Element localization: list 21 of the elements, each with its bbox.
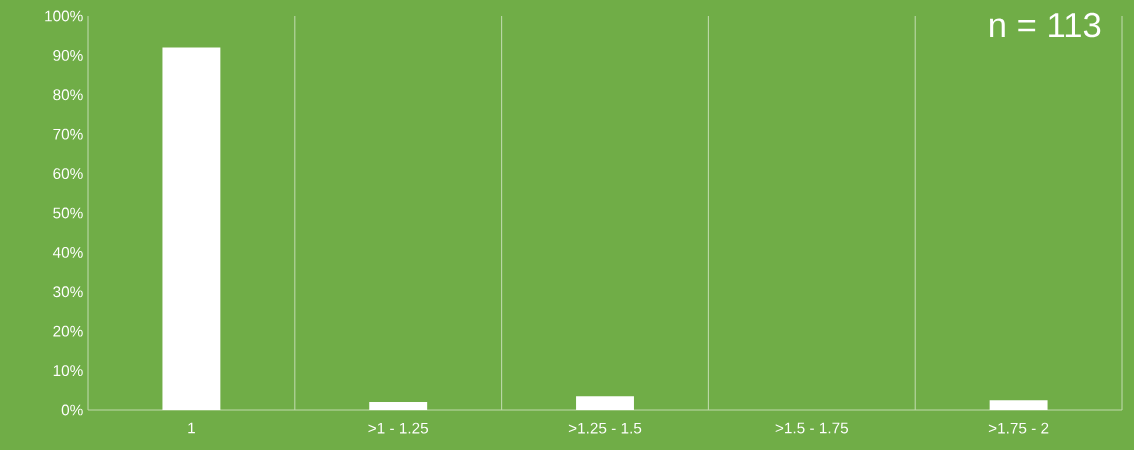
y-tick-label: 40% [52,246,83,258]
x-tick-label: >1.25 - 1.5 [568,422,642,434]
y-tick-label: 90% [53,49,83,61]
x-tick-label: 1 [188,422,195,434]
y-tick-label: 50% [53,207,83,219]
y-tick-label: 100% [45,10,83,22]
x-tick-label: >1 - 1.25 [368,422,429,434]
bar [162,47,221,410]
y-tick-label: 10% [53,365,83,377]
bar [989,400,1048,410]
y-tick-label: 60% [53,168,83,180]
bar [369,402,428,410]
y-tick-label: 0% [61,404,83,416]
x-tick-label: >1.75 - 2 [988,422,1049,434]
y-tick-label: 20% [53,325,83,337]
annotation: n = 113 [990,12,1101,38]
y-tick-label: 30% [53,286,83,298]
x-tick-label: >1.5 - 1.75 [775,422,849,434]
y-tick-label: 80% [53,89,83,101]
bar [576,396,634,410]
y-tick-label: 70% [53,128,83,140]
